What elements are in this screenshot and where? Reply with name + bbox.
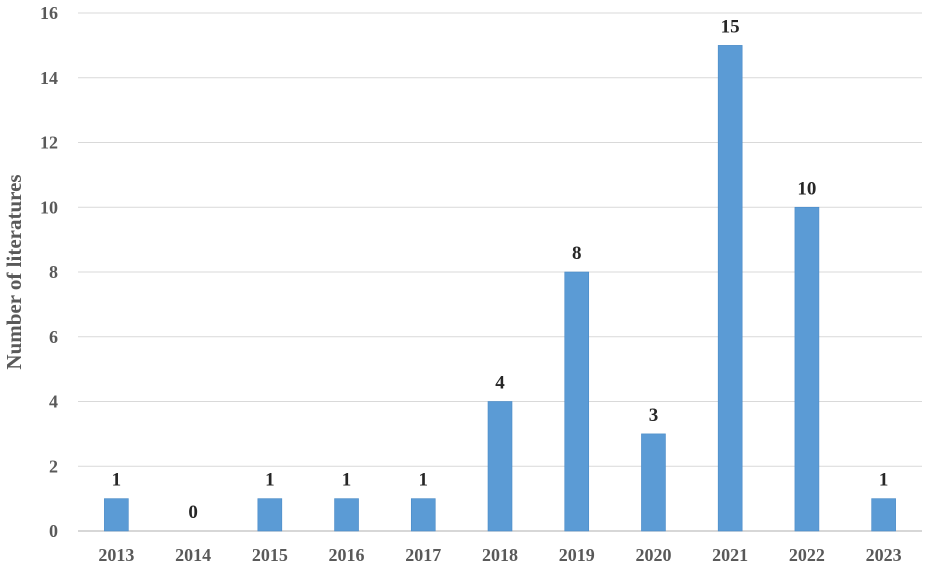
y-tick-label: 2 <box>49 456 58 476</box>
data-label: 15 <box>721 16 740 37</box>
x-tick-label: 2015 <box>252 545 288 565</box>
y-tick-label: 10 <box>40 197 58 217</box>
y-tick-label: 16 <box>40 3 58 23</box>
x-tick-label: 2017 <box>405 545 441 565</box>
bar <box>487 401 513 532</box>
data-label: 3 <box>649 405 659 426</box>
bar <box>410 498 436 532</box>
y-tick-label: 4 <box>49 392 58 412</box>
data-label: 1 <box>112 470 122 491</box>
data-label: 1 <box>879 470 889 491</box>
x-axis-ticks: 2013 2014 2015 2016 2017 2018 2019 2020 2021 2022… <box>98 545 901 565</box>
bar <box>871 498 896 532</box>
y-tick-label: 0 <box>49 521 58 541</box>
bar <box>717 45 743 532</box>
x-tick-label: 2021 <box>712 545 748 565</box>
x-tick-label: 2023 <box>866 545 902 565</box>
data-label: 0 <box>188 502 198 523</box>
bars <box>104 45 896 532</box>
y-tick-label: 14 <box>40 68 58 88</box>
bar <box>104 498 129 532</box>
data-label: 8 <box>572 243 582 264</box>
x-tick-label: 2022 <box>789 545 825 565</box>
data-label: 1 <box>265 470 275 491</box>
y-tick-label: 6 <box>49 327 58 347</box>
y-tick-label: 12 <box>40 133 58 153</box>
bar <box>334 498 359 532</box>
bar <box>794 206 820 532</box>
data-label: 10 <box>797 178 816 199</box>
data-label: 1 <box>342 470 352 491</box>
y-axis-title: Number of literatures <box>2 174 26 369</box>
x-tick-label: 2019 <box>559 545 595 565</box>
y-tick-label: 8 <box>49 262 58 282</box>
bar <box>641 433 666 532</box>
data-label: 1 <box>419 470 429 491</box>
x-tick-label: 2020 <box>635 545 671 565</box>
x-tick-label: 2016 <box>329 545 365 565</box>
x-tick-label: 2014 <box>175 545 211 565</box>
x-tick-label: 2018 <box>482 545 518 565</box>
y-axis-ticks: 0 2 4 6 8 10 12 14 16 <box>40 3 58 541</box>
bar <box>257 498 283 532</box>
data-label: 4 <box>495 373 505 394</box>
bar <box>564 271 590 532</box>
x-tick-label: 2013 <box>98 545 134 565</box>
